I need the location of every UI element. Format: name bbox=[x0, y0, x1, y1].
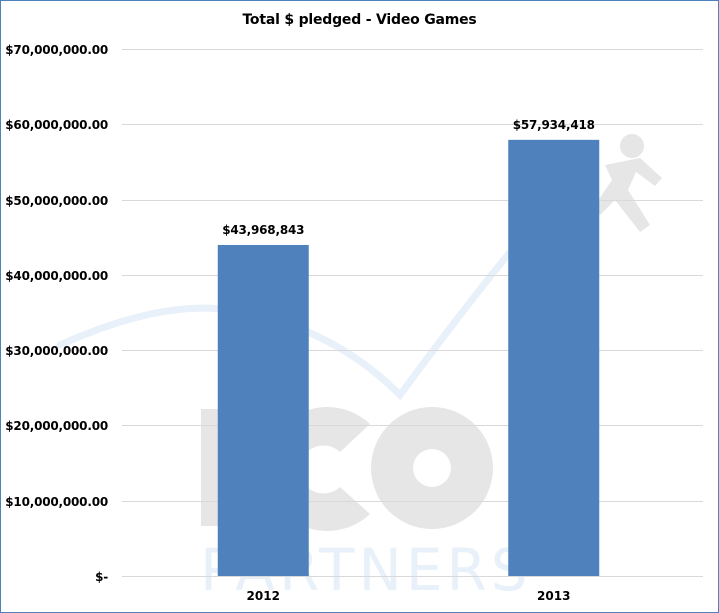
y-tick-label: $50,000,000.00 bbox=[5, 193, 108, 208]
y-tick-label: $60,000,000.00 bbox=[5, 117, 108, 132]
y-tick-label: $20,000,000.00 bbox=[5, 418, 108, 433]
y-tick-label: $40,000,000.00 bbox=[5, 268, 108, 283]
data-label: $43,968,843 bbox=[222, 222, 305, 237]
data-label: $57,934,418 bbox=[512, 117, 595, 132]
y-tick-label: $- bbox=[95, 569, 108, 584]
y-tick-label: $30,000,000.00 bbox=[5, 343, 108, 358]
x-tick-label: 2013 bbox=[537, 589, 571, 603]
y-tick-label: $70,000,000.00 bbox=[5, 42, 108, 57]
y-tick-label: $10,000,000.00 bbox=[5, 494, 108, 509]
bar-2013[interactable] bbox=[508, 139, 600, 576]
bar-2012[interactable] bbox=[217, 244, 309, 577]
x-tick-label: 2012 bbox=[246, 589, 280, 603]
chart-title: Total $ pledged - Video Games bbox=[242, 12, 477, 28]
